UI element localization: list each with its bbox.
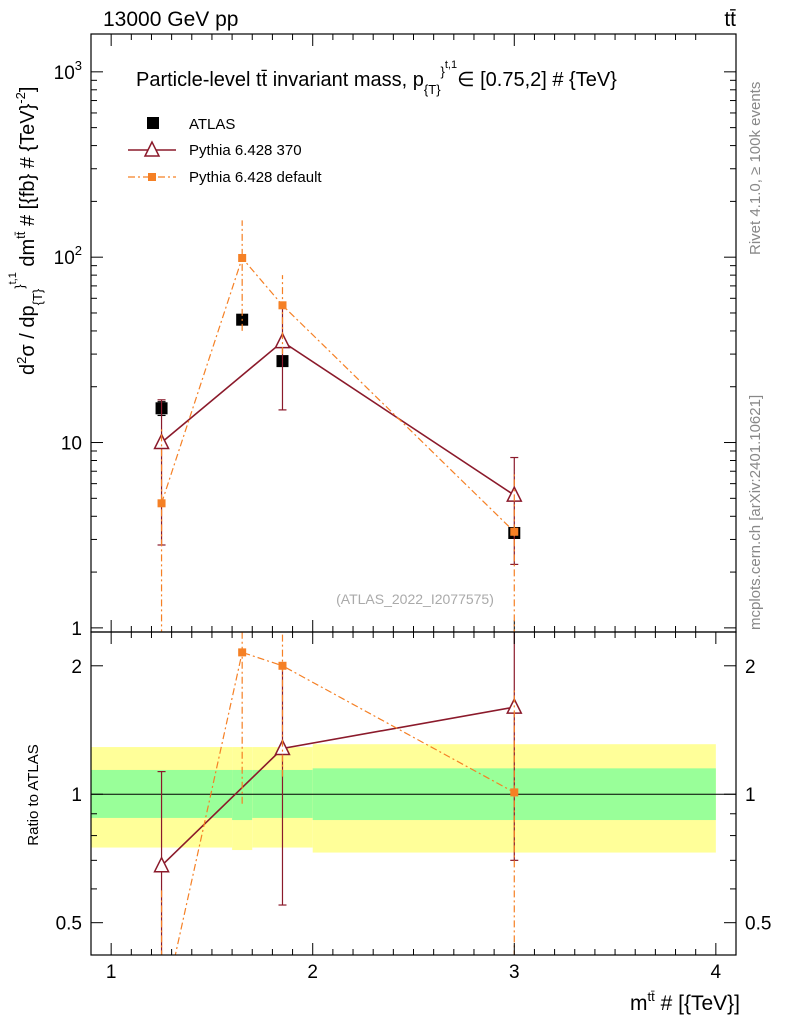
header-right: tt̄	[724, 8, 736, 31]
main-y-tick-label-sup: 3	[75, 58, 82, 73]
ratio-y-ticks: 0.5 0.5 1 1 2 2	[56, 657, 772, 935]
main-x-ticks	[110, 34, 697, 632]
legend-marker-pythia-default	[148, 173, 156, 181]
main-y-tick-label: 102	[54, 243, 82, 269]
main-y-tick-label-base: 10	[54, 248, 75, 269]
legend: ATLAS Pythia 6.428 370 Pythia 6.428 defa…	[128, 116, 322, 186]
main-y-tick-label: 1	[71, 619, 82, 640]
main-y-tick-label-base: 1	[71, 619, 82, 640]
main-point-pythia-default	[278, 301, 287, 310]
main-y-tick-label: 10	[61, 434, 82, 455]
analysis-watermark: (ATLAS_2022_I2077575)	[336, 591, 494, 607]
ratio-x-tick-label: 3	[509, 962, 520, 983]
x-axis-label: mtt̄ # [{TeV}]	[630, 989, 740, 1015]
rivet-label: Rivet 4.1.0, ≥ 100k events	[747, 82, 764, 255]
ratio-point-pythia-default	[158, 1013, 166, 1021]
main-y-tick-label-base: 10	[61, 434, 82, 455]
ratio-y-tick-label: 2	[71, 657, 82, 678]
ratio-bands	[91, 744, 716, 853]
ratio-y-label: Ratio to ATLAS	[25, 744, 42, 845]
main-series	[153, 220, 523, 632]
main-line	[160, 256, 515, 533]
main-point-pythia-default	[238, 253, 247, 262]
main-y-label: d2σ / dp{T}}t,1 dmtt̄ # [{fb} # {TeV}-2]	[7, 87, 45, 375]
ratio-y-tick-label-right: 1	[745, 785, 756, 806]
ratio-series	[153, 632, 523, 1021]
ratio-x-tick-label: 1	[106, 962, 117, 983]
ratio-point-pythia-default	[510, 788, 519, 797]
main-frame	[90, 33, 737, 633]
ratio-point-pythia-default	[278, 661, 287, 670]
main-y-tick-label-sup: 2	[75, 243, 82, 258]
ratio-line	[174, 651, 515, 955]
ratio-x-ticks: 1 2 3 4	[106, 632, 722, 983]
main-y-tick-label-base: 10	[54, 63, 75, 84]
chart-title: Particle-level tt̄ invariant mass, p{T}}…	[136, 59, 617, 97]
legend-marker-pythia-370	[143, 140, 161, 157]
legend-label-atlas: ATLAS	[189, 116, 235, 133]
legend-label-pythia-370: Pythia 6.428 370	[189, 142, 302, 159]
ratio-x-tick-label: 4	[711, 962, 722, 983]
ratio-x-tick-label: 2	[307, 962, 318, 983]
ratio-y-tick-label-right: 2	[745, 657, 756, 678]
ratio-point-pythia-default	[238, 648, 247, 657]
legend-label-pythia-default: Pythia 6.428 default	[189, 169, 322, 186]
header-left: 13000 GeV pp	[103, 8, 238, 31]
main-point-pythia-default	[510, 527, 519, 536]
ratio-y-tick-label: 0.5	[56, 914, 82, 935]
legend-marker-atlas	[147, 117, 159, 129]
ratio-point-pythia-370	[153, 856, 170, 873]
ratio-panel: 0.5 0.5 1 1 2 2 1 2 3 4 Ratio to ATLAS mtt̄ # [{…	[25, 631, 772, 1021]
ratio-y-tick-label: 1	[71, 785, 82, 806]
main-point-pythia-default	[157, 499, 166, 508]
main-point-pythia-370	[153, 432, 170, 450]
source-label: mcplots.cern.ch [arXiv:2401.10621]	[747, 395, 764, 630]
ratio-point-pythia-370	[274, 738, 291, 756]
ratio-y-tick-label-right: 0.5	[745, 914, 771, 935]
main-y-tick-label: 103	[54, 58, 82, 84]
main-line	[161, 340, 515, 496]
